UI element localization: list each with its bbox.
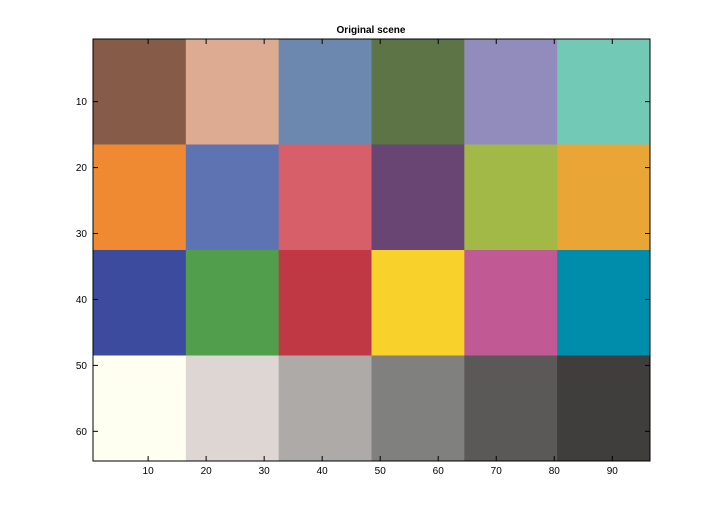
x-tick-label: 10 xyxy=(143,466,155,477)
y-axis-ticks: 10 20 30 40 50 60 xyxy=(76,97,650,438)
y-tick-label: 40 xyxy=(76,295,88,306)
x-axis-ticks: 10 20 30 40 50 60 70 80 90 xyxy=(143,39,619,477)
x-tick-label: 20 xyxy=(201,466,213,477)
chart-title: Original scene xyxy=(337,25,406,36)
color-patch xyxy=(93,355,187,462)
color-patch xyxy=(93,144,187,251)
color-patch xyxy=(93,250,187,356)
x-tick-label: 60 xyxy=(433,466,445,477)
color-patch xyxy=(464,144,558,251)
color-patch xyxy=(371,144,465,251)
y-tick-label: 30 xyxy=(76,229,88,240)
color-patch xyxy=(557,250,651,356)
color-patch xyxy=(185,39,280,145)
color-patch xyxy=(371,39,465,145)
color-patch xyxy=(278,144,372,251)
y-tick-label: 10 xyxy=(76,97,88,108)
color-patch xyxy=(557,39,651,145)
color-patch xyxy=(557,355,651,462)
color-patch xyxy=(371,250,465,356)
x-tick-label: 50 xyxy=(375,466,387,477)
color-patch xyxy=(464,39,558,145)
color-patch xyxy=(278,250,372,356)
color-patch xyxy=(185,355,280,462)
color-patch xyxy=(185,144,280,251)
x-tick-label: 80 xyxy=(549,466,561,477)
color-patch xyxy=(557,144,651,251)
color-patch xyxy=(93,39,187,145)
x-tick-label: 30 xyxy=(259,466,271,477)
y-tick-label: 50 xyxy=(76,361,88,372)
axes-frame xyxy=(92,38,651,462)
color-patch xyxy=(371,355,465,462)
x-tick-label: 90 xyxy=(607,466,619,477)
color-patch xyxy=(185,250,280,356)
y-tick-label: 60 xyxy=(76,427,88,438)
color-patch xyxy=(278,39,372,145)
color-patch xyxy=(278,355,372,462)
color-patch xyxy=(464,250,558,356)
x-tick-label: 70 xyxy=(491,466,503,477)
y-tick-label: 20 xyxy=(76,163,88,174)
x-tick-label: 40 xyxy=(317,466,329,477)
color-patches xyxy=(93,39,651,462)
color-patch xyxy=(464,355,558,462)
